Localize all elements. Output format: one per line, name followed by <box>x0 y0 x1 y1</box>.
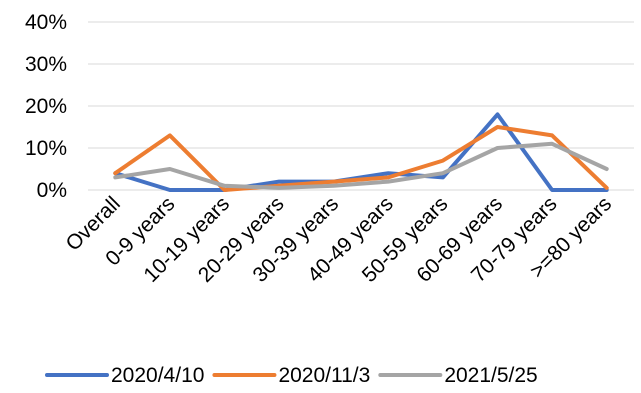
series-line <box>113 112 609 192</box>
y-axis-tick-labels: 0% 10% 20% 30% 40% <box>25 11 67 202</box>
y-tick-label: 0% <box>37 179 67 202</box>
y-tick-label: 40% <box>25 11 67 34</box>
legend-label: 2021/5/25 <box>444 364 537 387</box>
legend-label: 2020/4/10 <box>111 364 204 387</box>
y-tick-label: 10% <box>25 137 67 160</box>
y-tick-label: 30% <box>25 53 67 76</box>
series-lines <box>113 112 609 192</box>
legend: 2020/4/10 2020/11/3 2021/5/25 <box>45 364 538 387</box>
legend-label: 2020/11/3 <box>278 364 370 387</box>
series-line <box>113 141 609 190</box>
y-tick-label: 20% <box>25 95 67 118</box>
series-line <box>113 125 609 192</box>
gridlines <box>88 21 634 191</box>
